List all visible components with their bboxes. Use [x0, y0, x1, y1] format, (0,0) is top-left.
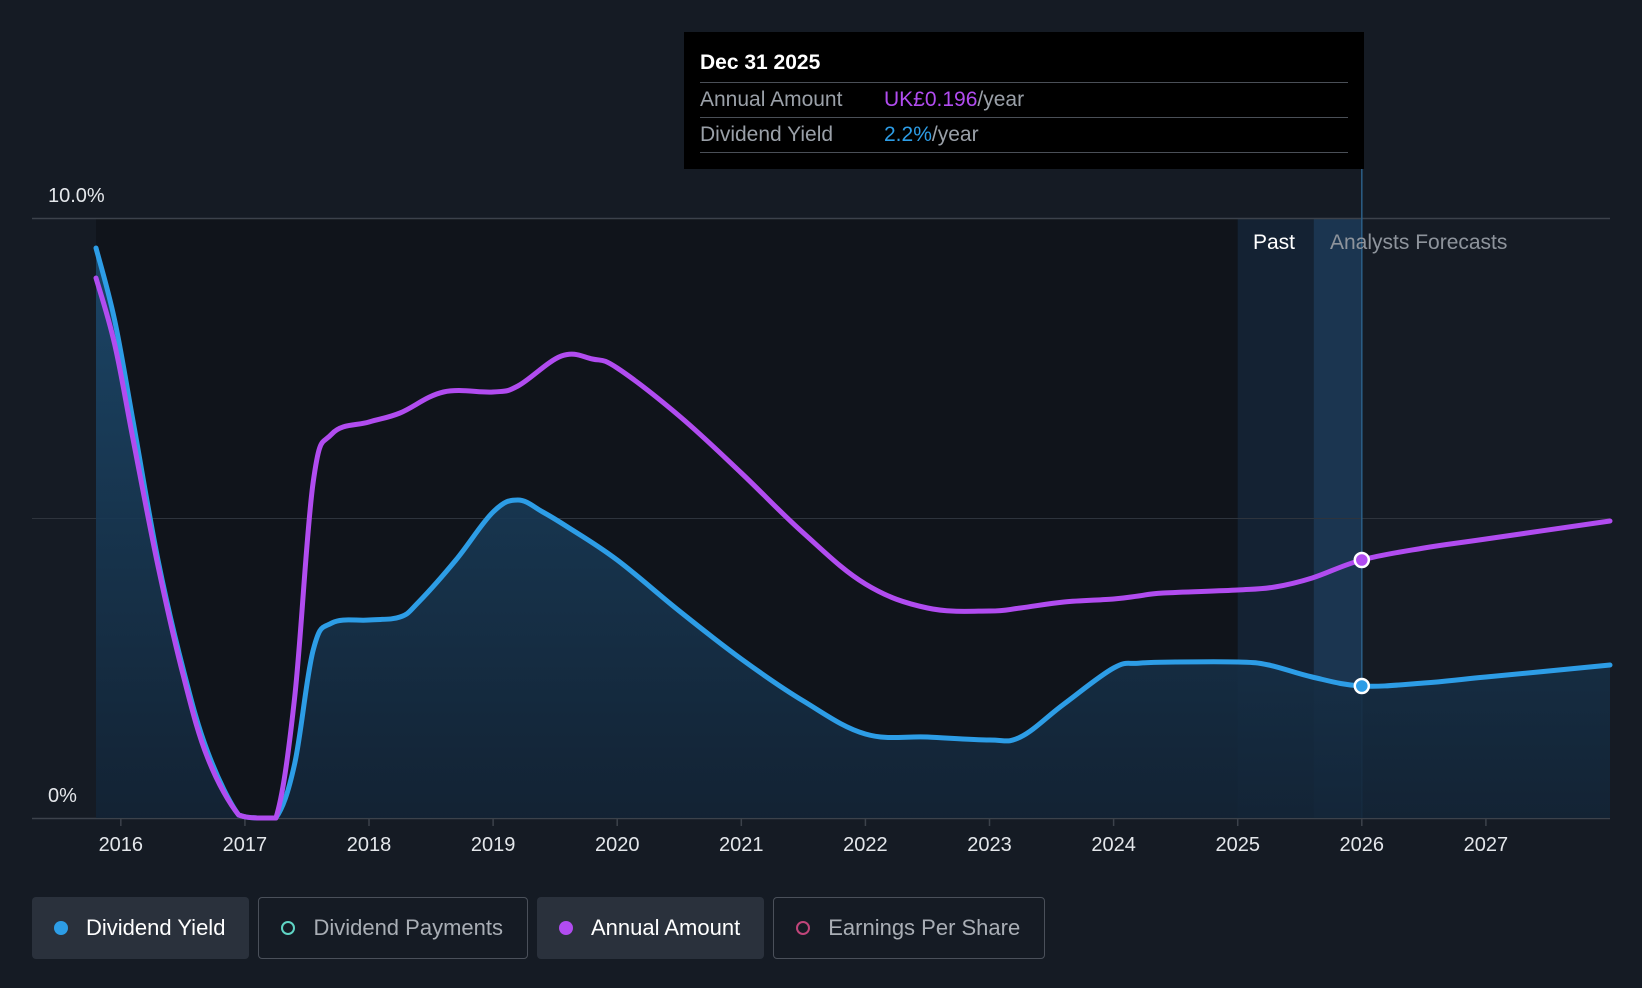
tooltip-date: Dec 31 2025: [700, 51, 821, 74]
tooltip-annual-value: UK£0.196: [884, 88, 978, 111]
annual-amount-marker[interactable]: [1353, 551, 1371, 569]
tooltip: Dec 31 2025 Annual Amount UK£0.196 /year…: [684, 32, 1364, 169]
legend-earnings-per-share-button[interactable]: Earnings Per Share: [773, 897, 1046, 959]
dividend-payments-ring-icon: [281, 921, 296, 935]
x-tick-label: 2021: [719, 834, 764, 856]
annual-amount-line: [93, 275, 1613, 821]
x-tick-label: 2018: [347, 834, 392, 856]
series-lines: [93, 245, 1613, 821]
tooltip-yield-value: 2.2%: [884, 123, 932, 146]
x-tick-label: 2024: [1091, 834, 1136, 856]
x-tick-label: 2023: [967, 834, 1012, 856]
x-tick-label: 2026: [1340, 834, 1385, 856]
legend-annual-amount-label: Annual Amount: [590, 915, 741, 940]
series-markers: [1353, 551, 1371, 695]
x-tick-label: 2019: [471, 834, 516, 856]
legend-earnings-per-share-label: Earnings Per Share: [828, 915, 1021, 940]
dividend-yield-marker[interactable]: [1353, 677, 1371, 695]
legend: Dividend Yield Dividend Payments Annual …: [32, 897, 1054, 959]
x-axis-ticks: 2016 2017 2018 2019 2020 2021 2022 2023 2024 2025…: [99, 818, 1509, 856]
earnings-per-share-ring-icon: [796, 921, 811, 935]
x-tick-label: 2016: [99, 834, 144, 856]
legend-dividend-payments-label: Dividend Payments: [313, 915, 503, 940]
legend-dividend-yield-label: Dividend Yield: [86, 915, 226, 940]
x-tick-label: 2020: [595, 834, 640, 856]
y-tick-label-top: 10.0%: [48, 185, 105, 207]
annual-amount-dot-icon: [558, 921, 573, 935]
x-tick-label: 2017: [223, 834, 268, 856]
tooltip-annual-row: Annual Amount UK£0.196 /year: [700, 82, 1348, 117]
tooltip-annual-label: Annual Amount: [700, 88, 843, 111]
past-label: Past: [1253, 231, 1295, 254]
series-areas: [96, 248, 1610, 818]
tooltip-yield-label: Dividend Yield: [700, 123, 834, 146]
tooltip-yield-unit: /year: [931, 123, 979, 146]
x-tick-label: 2022: [843, 834, 888, 856]
legend-annual-amount-button[interactable]: Annual Amount: [536, 897, 765, 959]
dividend-yield-dot-icon: [54, 921, 68, 935]
x-tick-label: 2027: [1464, 834, 1509, 856]
x-tick-label: 2025: [1215, 834, 1260, 856]
legend-dividend-yield-button[interactable]: Dividend Yield: [32, 897, 250, 959]
y-tick-label-bottom: 0%: [48, 785, 77, 807]
forecast-label: Analysts Forecasts: [1330, 231, 1507, 254]
dividend-yield-area: [96, 248, 1610, 818]
tooltip-yield-row: Dividend Yield 2.2% /year: [700, 117, 1348, 153]
legend-dividend-payments-button[interactable]: Dividend Payments: [258, 897, 528, 959]
tooltip-annual-unit: /year: [977, 88, 1025, 111]
